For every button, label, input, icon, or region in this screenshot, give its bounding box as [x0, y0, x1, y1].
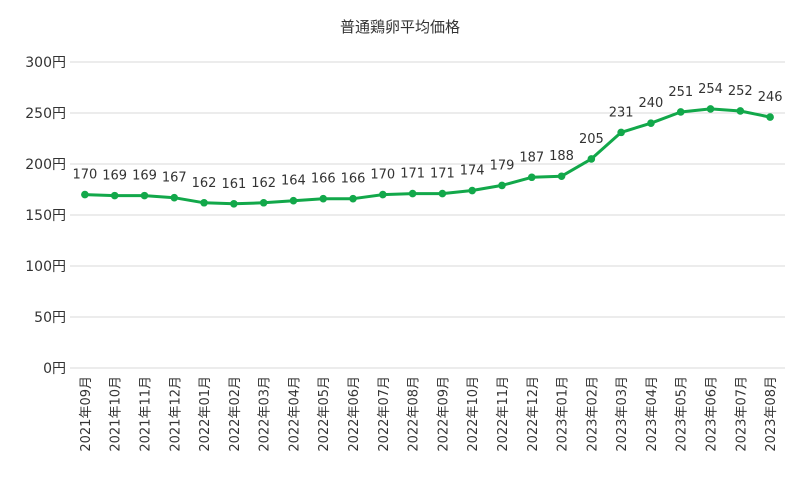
- x-tick-label: 2022年11月: [496, 376, 511, 452]
- data-point: [408, 189, 417, 198]
- x-tick-label: 2022年12月: [526, 376, 541, 452]
- x-tick-label: 2022年06月: [347, 376, 362, 452]
- data-point: [81, 190, 89, 199]
- data-point: [438, 189, 447, 198]
- data-label: 167: [162, 171, 187, 186]
- data-point: [498, 181, 506, 190]
- y-tick-label: 50円: [34, 310, 66, 326]
- x-tick-label: 2023年04月: [645, 376, 660, 452]
- data-label: 171: [400, 167, 425, 182]
- data-point: [617, 128, 625, 137]
- x-tick-label: 2021年10月: [109, 376, 124, 452]
- x-tick-label: 2022年04月: [287, 376, 302, 452]
- x-tick-label: 2023年08月: [764, 376, 779, 452]
- data-point: [676, 108, 685, 116]
- data-point: [200, 198, 208, 207]
- data-label: 166: [311, 172, 336, 187]
- data-point: [319, 194, 328, 203]
- x-tick-label: 2022年01月: [198, 376, 213, 452]
- x-tick-label: 2023年05月: [675, 376, 690, 452]
- data-point: [527, 173, 536, 182]
- data-point: [110, 191, 119, 200]
- data-point: [379, 190, 387, 199]
- y-tick-label: 150円: [25, 208, 66, 224]
- data-point: [259, 198, 268, 207]
- data-point: [468, 186, 476, 195]
- x-tick-label: 2023年02月: [585, 376, 600, 452]
- data-label: 240: [639, 96, 664, 111]
- x-tick-label: 2022年09月: [436, 376, 451, 452]
- x-tick-label: 2021年11月: [138, 376, 153, 452]
- data-label: 166: [341, 172, 366, 187]
- data-label: 187: [519, 150, 544, 165]
- x-tick-label: 2022年08月: [407, 376, 422, 452]
- x-tick-label: 2023年06月: [705, 376, 720, 452]
- data-point: [736, 107, 745, 115]
- x-tick-label: 2022年02月: [228, 376, 243, 452]
- data-label: 205: [579, 132, 604, 147]
- x-tick-label: 2022年03月: [258, 376, 273, 452]
- data-label: 179: [490, 158, 515, 173]
- y-tick-label: 200円: [25, 157, 66, 173]
- data-label: 246: [758, 90, 783, 105]
- data-point: [587, 155, 596, 163]
- data-label: 174: [460, 164, 485, 179]
- data-label: 251: [668, 85, 693, 100]
- data-label: 254: [698, 82, 723, 97]
- y-tick-label: 100円: [25, 259, 66, 275]
- data-point: [170, 193, 179, 202]
- data-point: [647, 119, 655, 127]
- data-label: 252: [728, 84, 753, 99]
- data-label: 231: [609, 105, 634, 120]
- data-point: [706, 105, 715, 113]
- x-tick-label: 2023年03月: [615, 376, 630, 452]
- data-point: [230, 199, 238, 208]
- data-label: 169: [102, 169, 127, 184]
- data-point: [766, 113, 774, 121]
- x-tick-label: 2021年09月: [79, 376, 94, 452]
- data-label: 170: [72, 168, 97, 183]
- series-line: [84, 107, 771, 206]
- data-point: [289, 196, 298, 205]
- chart-title: 普通鶏卵平均価格: [339, 18, 460, 36]
- data-label: 169: [132, 169, 157, 184]
- data-label: 161: [221, 177, 246, 192]
- y-tick-label: 0円: [43, 361, 66, 377]
- data-point: [140, 191, 149, 200]
- data-label: 170: [370, 168, 395, 183]
- data-label: 162: [251, 176, 276, 191]
- x-tick-label: 2023年01月: [556, 376, 571, 452]
- data-label: 171: [430, 167, 455, 182]
- x-tick-label: 2022年07月: [377, 376, 392, 452]
- data-label: 162: [192, 176, 217, 191]
- y-tick-label: 300円: [25, 55, 66, 71]
- data-label: 188: [549, 149, 574, 164]
- x-tick-label: 2022年10月: [466, 376, 481, 452]
- x-tick-label: 2022年05月: [317, 376, 332, 452]
- data-point: [557, 172, 566, 181]
- data-label: 164: [281, 174, 306, 189]
- x-tick-label: 2023年07月: [734, 376, 749, 452]
- y-tick-label: 250円: [25, 106, 66, 122]
- x-tick-label: 2021年12月: [168, 376, 183, 452]
- data-point: [349, 194, 357, 203]
